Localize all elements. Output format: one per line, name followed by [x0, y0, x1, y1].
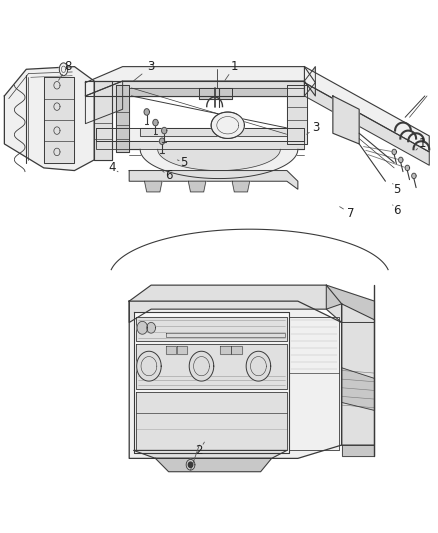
Polygon shape: [166, 346, 176, 354]
Polygon shape: [162, 127, 167, 134]
Text: 2: 2: [195, 444, 203, 457]
Polygon shape: [136, 317, 287, 341]
Polygon shape: [145, 181, 162, 192]
Polygon shape: [326, 285, 374, 322]
Polygon shape: [4, 67, 94, 171]
Polygon shape: [289, 317, 339, 450]
Polygon shape: [54, 148, 60, 156]
Polygon shape: [159, 138, 165, 144]
Polygon shape: [129, 301, 342, 458]
Polygon shape: [405, 165, 410, 171]
Polygon shape: [231, 346, 242, 354]
Polygon shape: [287, 85, 307, 144]
Text: 4: 4: [108, 161, 116, 174]
Polygon shape: [188, 181, 206, 192]
Polygon shape: [54, 103, 60, 110]
Text: 6: 6: [165, 169, 173, 182]
Polygon shape: [96, 128, 304, 141]
Polygon shape: [189, 351, 214, 381]
Polygon shape: [342, 445, 374, 456]
Polygon shape: [232, 181, 250, 192]
Polygon shape: [392, 149, 396, 155]
Polygon shape: [342, 368, 374, 410]
Polygon shape: [158, 149, 280, 171]
Polygon shape: [44, 77, 74, 163]
Polygon shape: [140, 128, 287, 136]
Polygon shape: [333, 96, 359, 144]
Polygon shape: [188, 462, 193, 467]
Text: 1: 1: [419, 138, 427, 150]
Polygon shape: [304, 67, 315, 96]
Polygon shape: [199, 88, 232, 99]
Polygon shape: [136, 344, 287, 389]
Polygon shape: [129, 171, 298, 189]
Polygon shape: [129, 88, 304, 96]
Text: 3: 3: [312, 122, 319, 134]
Text: 1: 1: [230, 60, 238, 73]
Text: 8: 8: [64, 60, 71, 73]
Text: 5: 5: [393, 183, 400, 196]
Polygon shape: [54, 127, 60, 134]
Polygon shape: [399, 157, 403, 163]
Polygon shape: [137, 321, 148, 334]
Polygon shape: [59, 63, 68, 76]
Polygon shape: [96, 141, 304, 149]
Polygon shape: [134, 450, 287, 458]
Text: 7: 7: [346, 207, 354, 220]
Polygon shape: [304, 83, 429, 165]
Polygon shape: [54, 82, 60, 89]
Polygon shape: [94, 81, 112, 160]
Text: 6: 6: [392, 204, 400, 217]
Polygon shape: [220, 346, 231, 354]
Polygon shape: [129, 285, 342, 322]
Polygon shape: [137, 351, 161, 381]
Polygon shape: [246, 351, 271, 381]
Polygon shape: [304, 67, 429, 152]
Polygon shape: [412, 173, 416, 179]
Polygon shape: [134, 312, 289, 453]
Polygon shape: [153, 119, 158, 126]
Polygon shape: [211, 112, 244, 139]
Text: 5: 5: [180, 156, 187, 169]
Polygon shape: [342, 304, 374, 445]
Polygon shape: [147, 322, 155, 333]
Polygon shape: [136, 392, 287, 450]
Text: 3: 3: [148, 60, 155, 73]
Polygon shape: [85, 81, 304, 96]
Polygon shape: [177, 346, 187, 354]
Polygon shape: [144, 109, 149, 115]
Polygon shape: [140, 149, 298, 179]
Polygon shape: [155, 458, 272, 472]
Polygon shape: [85, 81, 123, 124]
Polygon shape: [166, 333, 285, 337]
Polygon shape: [85, 67, 315, 96]
Polygon shape: [186, 459, 195, 470]
Polygon shape: [116, 85, 129, 152]
